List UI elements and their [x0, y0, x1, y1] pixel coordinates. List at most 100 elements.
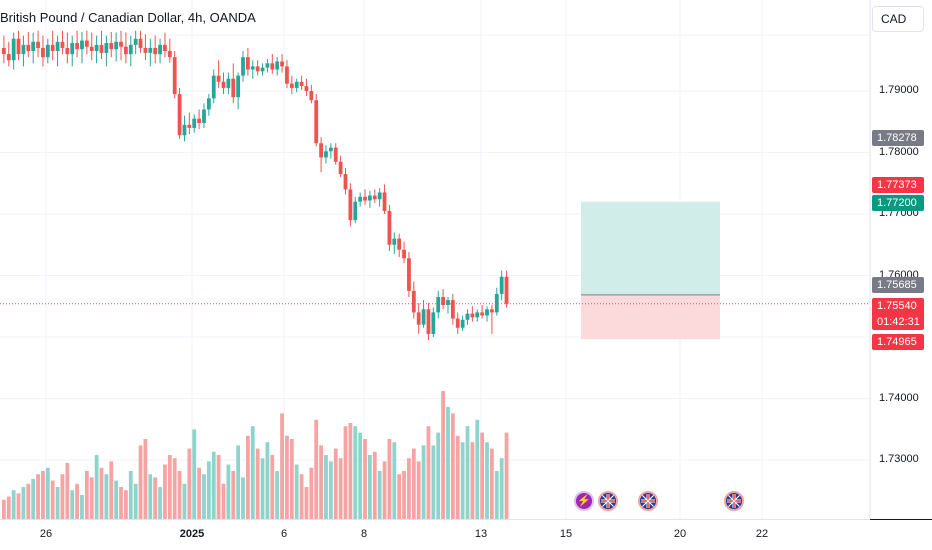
volume-bar — [475, 419, 480, 519]
candle-body — [241, 57, 245, 76]
candle-body — [206, 98, 211, 110]
uk-flag-icon[interactable] — [724, 491, 744, 511]
volume-bar — [319, 445, 323, 519]
volume-bar — [426, 426, 431, 519]
candle-body — [75, 43, 79, 50]
candle-body — [255, 66, 260, 72]
volume-bar — [45, 467, 50, 519]
candle-body — [226, 78, 231, 88]
candle-body — [392, 238, 397, 245]
currency-button[interactable]: CAD — [872, 6, 924, 32]
candle-body — [119, 41, 123, 47]
volume-bar — [6, 496, 11, 519]
candle-body — [221, 81, 226, 88]
candle-body — [192, 118, 197, 128]
volume-bar — [241, 477, 245, 519]
volume-bar — [65, 463, 70, 519]
candle-body — [138, 38, 143, 48]
volume-bar — [41, 471, 45, 519]
volume-bar — [26, 483, 31, 519]
candle-body — [84, 40, 89, 47]
volume-bar — [70, 490, 75, 519]
candle-body — [485, 309, 489, 316]
candle-body — [260, 67, 265, 72]
time-tick-label: 8 — [360, 528, 368, 540]
volume-bar — [314, 419, 319, 519]
volume-bar — [460, 442, 465, 519]
lightning-icon[interactable]: ⚡ — [574, 491, 594, 511]
price-badge: 1.77200 — [872, 195, 924, 211]
volume-bar — [109, 461, 114, 519]
candle-body — [128, 44, 133, 55]
volume-bar — [402, 471, 406, 519]
candle-body — [402, 249, 406, 259]
candle-body — [275, 61, 280, 70]
volume-bar — [499, 458, 504, 519]
uk-flag-icon[interactable] — [598, 491, 618, 511]
volume-bar — [465, 426, 470, 519]
candle-body — [319, 143, 323, 158]
volume-bar — [163, 464, 167, 519]
volume-bar — [377, 471, 382, 519]
volume-bar — [431, 445, 436, 519]
volume-bar — [182, 483, 187, 519]
volume-bar — [348, 423, 353, 519]
volume-bar — [387, 439, 392, 519]
price-tick-label: 1.74000 — [879, 391, 919, 404]
candle-body — [31, 41, 36, 52]
volume-bar — [124, 490, 128, 519]
volume-bar — [172, 458, 177, 519]
volume-bar — [416, 461, 421, 519]
candle-body — [436, 297, 441, 313]
candle-body — [250, 66, 255, 70]
volume-bar — [485, 442, 489, 519]
candle-body — [50, 44, 55, 52]
candle-body — [6, 54, 11, 61]
candle-body — [45, 44, 50, 58]
time-tick-label: 26 — [39, 528, 53, 540]
volume-bar — [211, 451, 216, 519]
candle-body — [504, 276, 509, 304]
volume-bar — [216, 455, 221, 519]
volume-bar — [411, 448, 416, 519]
candle-body — [182, 124, 187, 136]
chart-grid — [0, 0, 870, 519]
candle-body — [36, 41, 40, 48]
candle-body — [11, 38, 16, 61]
candle-body — [411, 290, 416, 313]
candle-body — [475, 312, 480, 318]
volume-bar — [441, 391, 445, 519]
candle-body — [94, 44, 99, 52]
candle-body — [99, 44, 104, 53]
volume-bar — [328, 461, 333, 519]
candle-body — [114, 41, 119, 50]
time-tick-label: 22 — [755, 528, 769, 540]
candle-body — [246, 57, 250, 70]
candle-body — [211, 75, 216, 99]
candle-body — [187, 124, 192, 128]
volume-bar — [304, 487, 309, 519]
candle-body — [455, 318, 460, 328]
volume-bar — [128, 471, 133, 519]
candle-body — [26, 44, 31, 52]
price-badge: 1.75540 01:42:31 — [872, 298, 924, 330]
candle-body — [328, 147, 333, 152]
volume-bar — [299, 474, 304, 519]
volume-bar — [158, 487, 162, 519]
volume-bar — [177, 471, 182, 519]
volume-bar — [226, 464, 231, 519]
volume-bar — [260, 458, 265, 519]
uk-flag-icon[interactable] — [638, 491, 658, 511]
volume-bar — [167, 455, 172, 519]
volume-bar — [197, 467, 201, 519]
candle-body — [494, 293, 499, 313]
candle-body — [80, 40, 84, 50]
candle-body — [21, 44, 26, 55]
candle-body — [358, 196, 363, 202]
bar-countdown: 01:42:31 — [877, 316, 920, 328]
volume-bar — [392, 442, 397, 519]
volume-bar — [289, 439, 294, 519]
volume-bar — [221, 483, 226, 519]
volume-bar — [358, 432, 363, 519]
